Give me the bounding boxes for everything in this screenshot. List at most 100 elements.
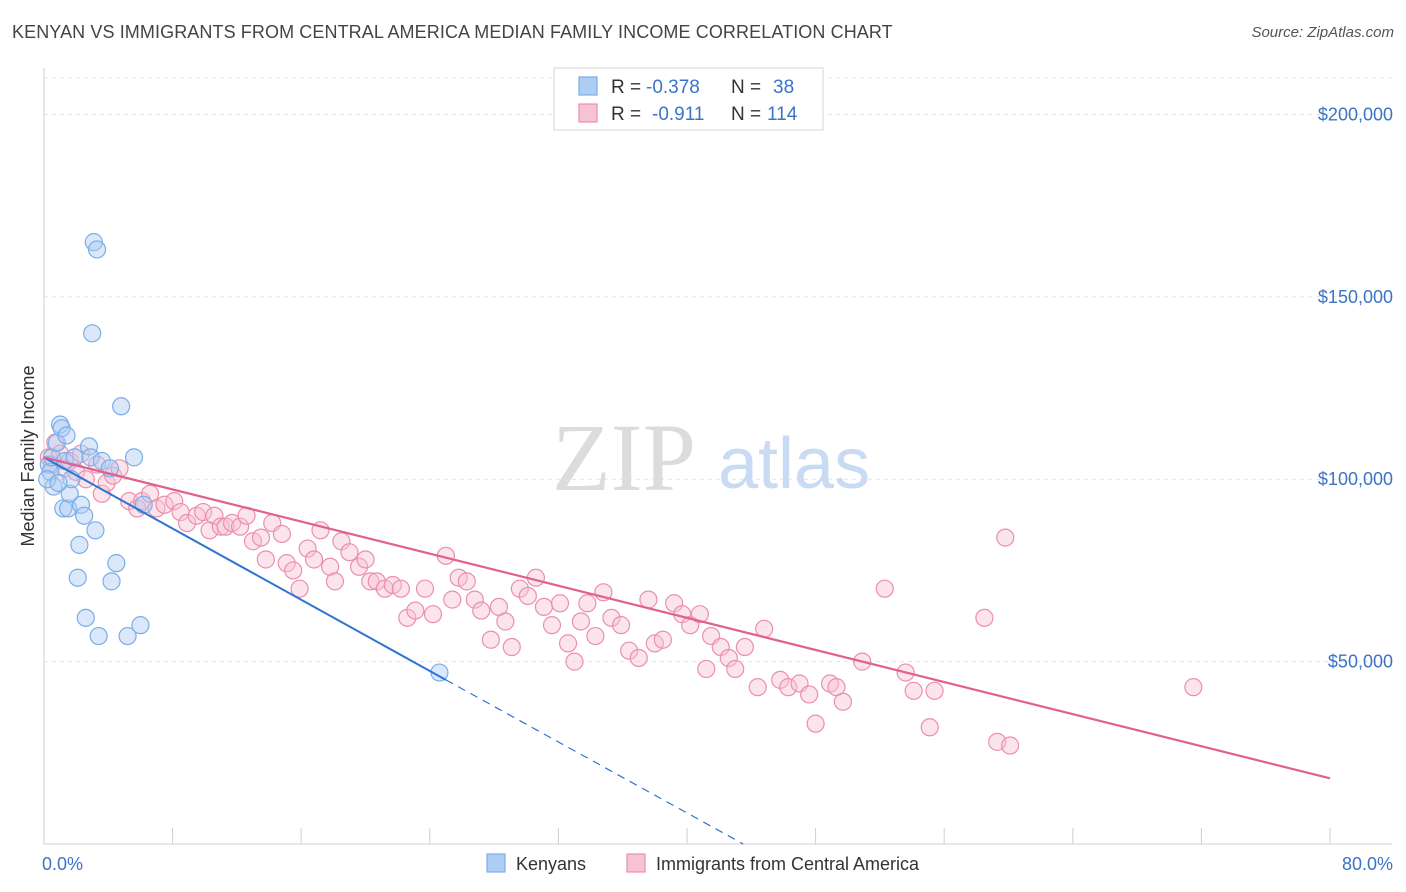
kenyans-point (107, 554, 126, 573)
kenyans-point (76, 608, 95, 627)
immigrants-point (875, 579, 894, 598)
legend-n-label-2: N = (731, 104, 761, 125)
immigrants-point (611, 616, 631, 635)
immigrants-point (423, 605, 443, 624)
y-tick-label: $150,000 (1318, 287, 1393, 307)
immigrants-point (800, 685, 819, 704)
kenyans-point (38, 470, 57, 489)
immigrants-point (550, 594, 570, 613)
immigrants-point (502, 637, 521, 657)
legend-swatch-immigrants (578, 103, 598, 123)
immigrants-point (457, 572, 476, 591)
grid-lines (44, 77, 1392, 663)
trend-lines (43, 456, 1331, 845)
immigrants-point (256, 550, 275, 569)
immigrants-point (194, 502, 213, 522)
x-tick-labels: 0.0% 80.0% (42, 854, 1393, 874)
immigrants-point (177, 513, 197, 533)
immigrants-point (165, 492, 184, 511)
y-tick-labels: $50,000 $100,000 $150,000 $200,000 (1318, 104, 1393, 671)
legend-r-label-2: R = (611, 104, 641, 125)
immigrants-point (205, 506, 224, 525)
immigrants-point (443, 590, 462, 609)
legend-n-label-1: N = (731, 77, 761, 98)
kenyans-point (112, 397, 131, 416)
immigrants-point (639, 590, 658, 609)
immigrants-point (602, 608, 621, 627)
y-axis-title: Median Family Income (18, 365, 38, 546)
kenyans-point (49, 473, 68, 492)
watermark: ZIP atlas (552, 404, 870, 511)
kenyans-point (71, 495, 91, 514)
immigrants-point (415, 579, 435, 598)
immigrants-point (304, 550, 324, 569)
kenyans-point (68, 568, 87, 587)
immigrants-point (349, 557, 369, 576)
kenyans-point (118, 626, 137, 646)
legend-r-label-1: R = (611, 77, 641, 98)
legend-n-value-2: 114 (767, 104, 798, 125)
legend-swatch-kenyans (578, 76, 598, 96)
immigrants-point (496, 612, 515, 631)
immigrants-point (779, 678, 798, 697)
immigrants-point (211, 517, 230, 536)
y-tick-label: $200,000 (1318, 104, 1393, 124)
bottom-legend-immigrants: Immigrants from Central America (656, 854, 920, 874)
kenyans-point (70, 535, 89, 554)
kenyans-point (102, 572, 121, 591)
watermark-atlas: atlas (718, 424, 870, 504)
immigrants-point (629, 648, 648, 668)
immigrants-point (325, 572, 345, 591)
immigrants-point (1184, 678, 1203, 697)
y-tick-label: $50,000 (1328, 652, 1393, 672)
legend-r-value-2: -0.911 (652, 104, 704, 125)
kenyans-point (124, 448, 144, 467)
x-tick-label: 80.0% (1342, 854, 1393, 874)
series-kenyans-points (38, 233, 449, 682)
watermark-zip: ZIP (552, 404, 696, 511)
immigrants-point (578, 594, 597, 613)
immigrants-point (833, 692, 853, 711)
kenyans-trend-extension (445, 679, 744, 845)
kenyans-point (81, 448, 100, 467)
immigrants-point (391, 579, 410, 598)
immigrants-point (975, 608, 994, 627)
kenyans-trend-line (43, 456, 447, 681)
immigrants-point (690, 605, 709, 624)
immigrants-point (920, 718, 939, 737)
immigrants-point (231, 517, 250, 536)
kenyans-point (57, 426, 76, 445)
kenyans-point (89, 626, 108, 646)
immigrants-point (361, 572, 380, 591)
immigrants-point (735, 637, 754, 657)
immigrants-point (565, 652, 584, 671)
immigrants-point (298, 539, 317, 558)
kenyans-point (134, 495, 153, 514)
immigrants-point (1001, 736, 1020, 755)
kenyans-point (47, 433, 66, 452)
immigrants-point (321, 557, 340, 576)
immigrants-point (534, 597, 554, 617)
kenyans-point (131, 616, 150, 635)
immigrants-point (748, 678, 767, 697)
immigrants-trend-line (43, 456, 1331, 780)
immigrants-point (996, 528, 1015, 547)
legend-r-value-1: -0.378 (646, 77, 700, 98)
immigrants-point (277, 554, 296, 573)
immigrants-point (481, 630, 500, 649)
immigrants-point (356, 550, 375, 569)
immigrants-point (272, 524, 292, 544)
bottom-legend-kenyans: Kenyans (516, 854, 586, 874)
top-legend: R = -0.378 N = 38 R = -0.911 N = 114 (553, 67, 824, 131)
immigrants-point (465, 590, 484, 609)
bottom-legend: Kenyans Immigrants from Central America (486, 853, 920, 874)
kenyans-point (86, 521, 105, 540)
immigrants-point (697, 659, 716, 679)
immigrants-point (284, 561, 303, 580)
immigrants-point (806, 714, 825, 733)
kenyans-point (83, 324, 102, 343)
immigrants-point (290, 579, 309, 598)
y-tick-label: $100,000 (1318, 469, 1393, 489)
series-immigrants-points (39, 433, 1203, 755)
